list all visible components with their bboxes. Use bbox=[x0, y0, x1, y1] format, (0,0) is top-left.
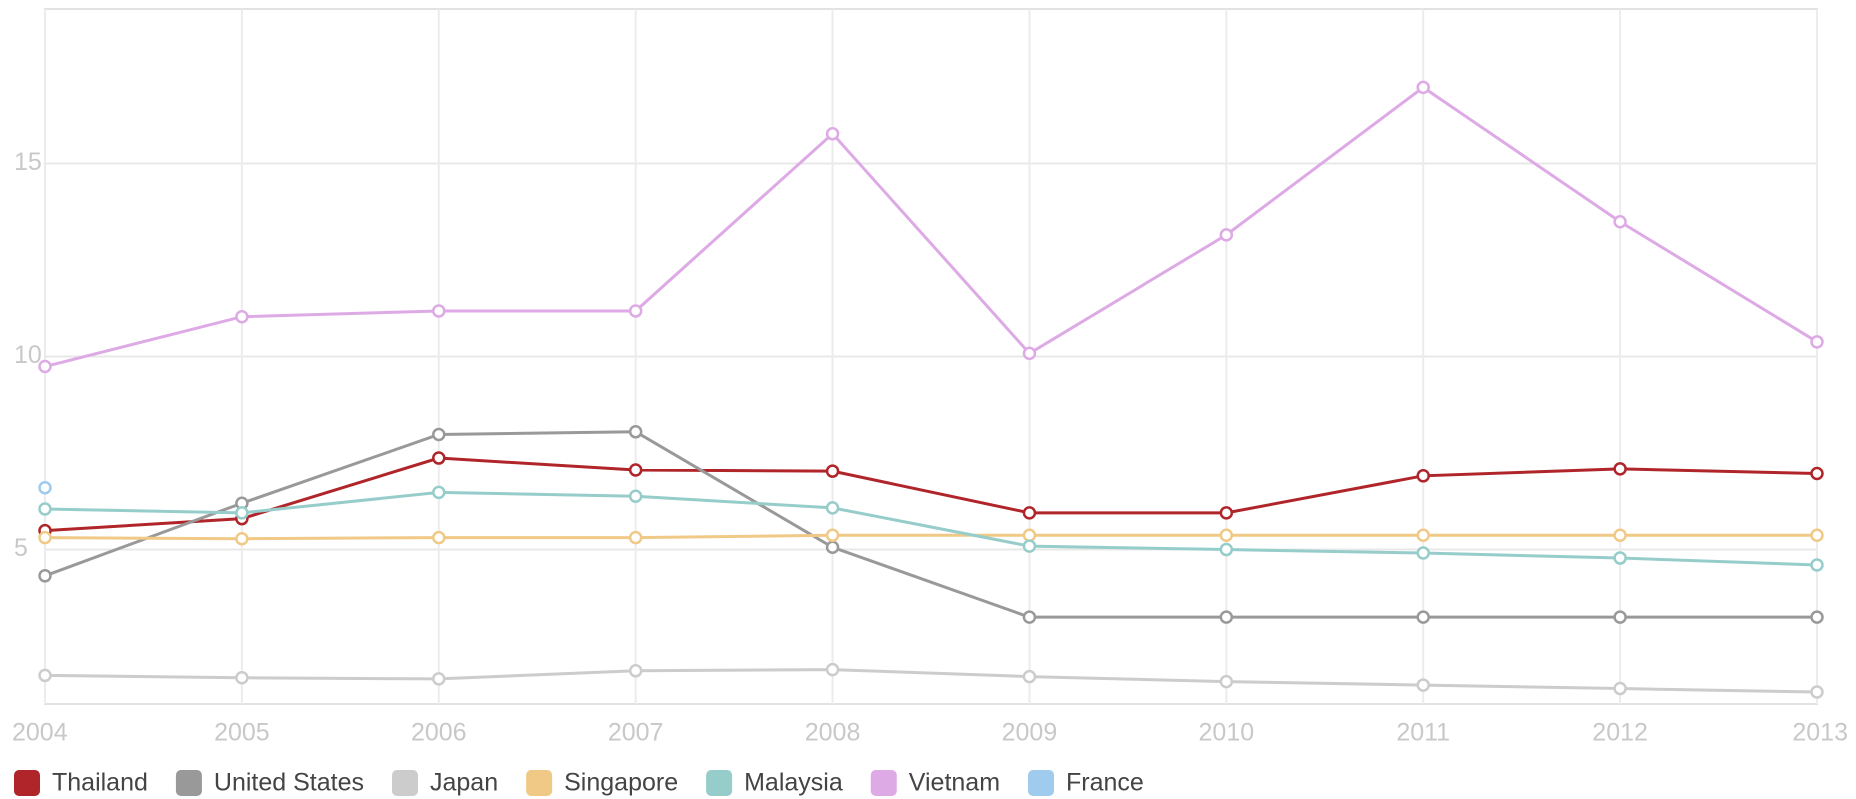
point bbox=[1613, 681, 1627, 696]
legend-swatch[interactable] bbox=[706, 770, 733, 796]
point bbox=[1416, 678, 1430, 692]
x-tick-label: 2011 bbox=[1396, 719, 1450, 747]
point bbox=[1613, 528, 1627, 543]
point bbox=[1022, 539, 1037, 553]
point bbox=[1613, 462, 1627, 476]
legend-swatch[interactable] bbox=[175, 770, 202, 796]
point bbox=[1219, 528, 1234, 543]
y-tick-label: 10 bbox=[14, 341, 42, 369]
point bbox=[628, 530, 643, 545]
point bbox=[432, 304, 446, 318]
point bbox=[1022, 669, 1037, 684]
point bbox=[628, 304, 643, 318]
legend-swatch[interactable] bbox=[1028, 770, 1055, 796]
legend-label[interactable]: Vietnam bbox=[909, 769, 1000, 797]
legend-swatch[interactable] bbox=[870, 770, 897, 796]
point bbox=[1416, 546, 1430, 560]
point bbox=[38, 668, 52, 683]
point bbox=[38, 481, 52, 495]
legend-swatch[interactable] bbox=[526, 770, 553, 796]
point bbox=[825, 528, 840, 543]
x-tick-label: 2004 bbox=[12, 719, 68, 747]
point bbox=[628, 463, 643, 477]
legend-label[interactable]: Thailand bbox=[52, 769, 148, 797]
x-tick-label: 2012 bbox=[1592, 719, 1648, 747]
point bbox=[1022, 610, 1037, 624]
point bbox=[825, 126, 840, 141]
point bbox=[825, 662, 840, 677]
series-line bbox=[44, 85, 1818, 368]
point bbox=[1810, 335, 1824, 349]
point bbox=[1416, 80, 1430, 95]
x-tick-label: 2009 bbox=[1002, 719, 1058, 747]
series-line bbox=[44, 668, 1818, 694]
point bbox=[1613, 551, 1627, 565]
point bbox=[1219, 506, 1234, 520]
point bbox=[235, 309, 249, 324]
point bbox=[38, 530, 52, 545]
series-line bbox=[44, 430, 1817, 619]
point bbox=[432, 530, 446, 545]
x-tick-label: 2010 bbox=[1199, 719, 1255, 747]
x-tick-label: 2013 bbox=[1792, 719, 1848, 747]
point bbox=[1022, 528, 1037, 543]
point bbox=[1416, 528, 1430, 543]
point bbox=[1810, 610, 1824, 624]
legend-label[interactable]: United States bbox=[214, 769, 364, 797]
series-line bbox=[44, 490, 1818, 567]
point bbox=[432, 451, 446, 465]
legend-swatch[interactable] bbox=[14, 770, 40, 796]
point bbox=[1219, 674, 1234, 689]
point bbox=[38, 359, 52, 374]
legend-label[interactable]: Malaysia bbox=[744, 769, 843, 797]
point bbox=[825, 464, 840, 478]
point bbox=[1810, 558, 1824, 572]
point bbox=[1022, 346, 1037, 361]
point bbox=[825, 501, 840, 515]
point bbox=[38, 569, 52, 583]
y-tick-label: 15 bbox=[14, 148, 42, 176]
point bbox=[1022, 506, 1037, 520]
point bbox=[628, 664, 643, 678]
point bbox=[432, 485, 446, 500]
point bbox=[628, 425, 643, 439]
series-line bbox=[44, 456, 1818, 533]
point bbox=[235, 670, 249, 685]
x-tick-label: 2007 bbox=[608, 719, 664, 747]
point bbox=[1416, 610, 1430, 624]
point bbox=[1613, 214, 1627, 229]
point bbox=[1810, 685, 1824, 699]
x-tick-label: 2006 bbox=[411, 719, 467, 747]
point bbox=[1810, 528, 1824, 543]
point bbox=[1810, 466, 1824, 481]
x-tick-label: 2005 bbox=[214, 719, 270, 747]
series-line bbox=[44, 533, 1817, 541]
legend-label[interactable]: Singapore bbox=[564, 769, 678, 797]
point bbox=[1219, 228, 1234, 242]
point bbox=[1219, 542, 1234, 557]
legend-label[interactable]: France bbox=[1066, 769, 1144, 797]
point bbox=[825, 540, 840, 554]
y-tick-label: 5 bbox=[14, 534, 28, 562]
point bbox=[235, 531, 249, 546]
point bbox=[432, 672, 446, 686]
point bbox=[1416, 469, 1430, 483]
point bbox=[628, 489, 643, 504]
point bbox=[1219, 610, 1234, 624]
x-tick-label: 2008 bbox=[805, 719, 861, 747]
point bbox=[432, 427, 446, 442]
point bbox=[1613, 610, 1627, 624]
legend-label[interactable]: Japan bbox=[430, 769, 498, 797]
legend-swatch[interactable] bbox=[392, 770, 418, 796]
point bbox=[235, 506, 249, 520]
point bbox=[38, 502, 52, 516]
